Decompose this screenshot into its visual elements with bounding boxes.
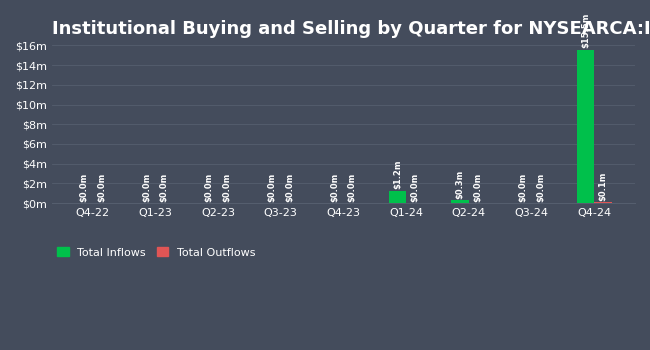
Text: $0.0m: $0.0m — [97, 173, 106, 202]
Text: $0.0m: $0.0m — [267, 173, 276, 202]
Bar — [594, 202, 612, 203]
Text: $0.0m: $0.0m — [330, 173, 339, 202]
Text: $0.0m: $0.0m — [285, 173, 294, 202]
Bar — [389, 191, 406, 203]
Bar — [577, 50, 594, 203]
Text: $0.1m: $0.1m — [599, 171, 608, 201]
Text: $0.3m: $0.3m — [456, 169, 465, 199]
Text: $0.0m: $0.0m — [410, 173, 419, 202]
Text: $0.0m: $0.0m — [536, 173, 545, 202]
Text: $0.0m: $0.0m — [222, 173, 231, 202]
Text: $0.0m: $0.0m — [473, 173, 482, 202]
Text: $0.0m: $0.0m — [348, 173, 357, 202]
Legend: Total Inflows, Total Outflows: Total Inflows, Total Outflows — [57, 247, 255, 258]
Text: $0.0m: $0.0m — [160, 173, 168, 202]
Text: $1.2m: $1.2m — [393, 160, 402, 189]
Text: $0.0m: $0.0m — [518, 173, 527, 202]
Text: $0.0m: $0.0m — [79, 173, 88, 202]
Text: $0.0m: $0.0m — [142, 173, 151, 202]
Text: Institutional Buying and Selling by Quarter for NYSEARCA:IMAR: Institutional Buying and Selling by Quar… — [52, 20, 650, 38]
Bar — [451, 200, 469, 203]
Text: $0.0m: $0.0m — [205, 173, 214, 202]
Text: $15.5m: $15.5m — [581, 13, 590, 48]
